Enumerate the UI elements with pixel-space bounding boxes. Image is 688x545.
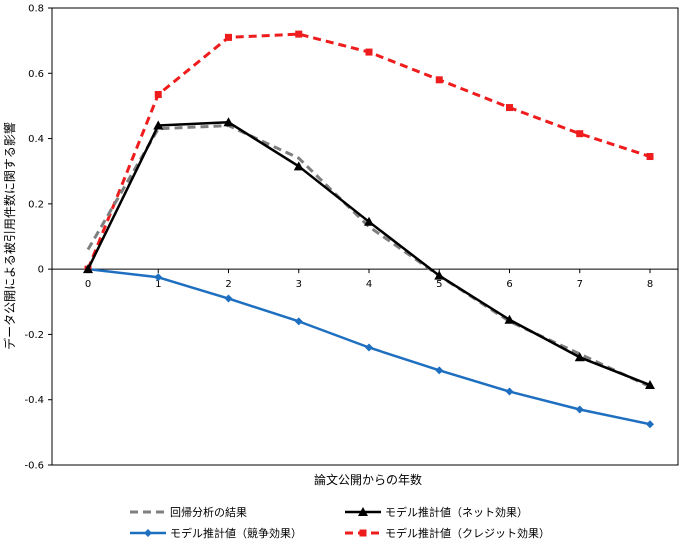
data-point-net-effect	[434, 270, 445, 280]
plot-area-border	[51, 7, 679, 466]
y-tick-label: 0.8	[28, 4, 44, 15]
legend-label: モデル推計値（ネット効果）	[385, 505, 528, 519]
y-tick-label: -0.2	[24, 330, 44, 341]
data-point-competition-effect	[435, 366, 444, 375]
series-net-effect	[83, 117, 655, 390]
data-point-net-effect	[83, 264, 93, 274]
x-tick-label: 3	[296, 279, 302, 290]
y-tick-label: 0.2	[28, 199, 44, 210]
x-tick-label: 6	[506, 279, 512, 290]
y-tick-label: 0.4	[28, 134, 44, 145]
data-point-credit-effect	[435, 76, 443, 84]
data-point-net-effect	[153, 120, 164, 130]
x-tick-label: 4	[366, 279, 372, 290]
data-point-net-effect	[504, 314, 515, 324]
x-tick-label: 1	[155, 279, 161, 290]
data-point-competition-effect	[294, 317, 303, 326]
data-point-competition-effect	[365, 343, 373, 352]
series-line-regression-result	[86, 124, 651, 389]
data-point-competition-effect	[224, 294, 233, 303]
legend-swatch-marker	[359, 529, 367, 537]
data-point-credit-effect	[295, 30, 303, 38]
series-line-credit-effect	[86, 32, 651, 270]
x-tick-label: 2	[225, 279, 231, 290]
legend-swatch-marker	[358, 507, 368, 516]
data-point-credit-effect	[576, 130, 584, 138]
legend-item-regression-result: 回帰分析の結果	[130, 505, 247, 519]
data-point-credit-effect	[506, 104, 513, 112]
legend: 回帰分析の結果 モデル推計値（ネット効果） モデル推計値（競争効果） モデル推計値（ク…	[130, 505, 550, 540]
data-point-net-effect	[293, 161, 304, 171]
data-point-competition-effect	[154, 273, 163, 282]
data-point-competition-effect	[646, 420, 654, 429]
data-point-credit-effect	[225, 33, 232, 41]
y-axis-title: データ公開による被引用件数に関する影響	[2, 122, 17, 350]
data-point-net-effect	[645, 380, 655, 390]
y-tick-label: -0.4	[24, 395, 44, 406]
x-tick-label: 5	[436, 279, 442, 290]
data-point-credit-effect	[646, 153, 654, 161]
series-regression-result	[86, 124, 651, 389]
data-point-competition-effect	[505, 387, 514, 396]
y-tick-label: 0	[38, 265, 44, 276]
data-point-net-effect	[574, 352, 585, 362]
data-point-credit-effect	[365, 48, 373, 56]
x-tick-label: 7	[577, 279, 583, 290]
y-tick-label: 0.6	[28, 69, 44, 80]
data-point-competition-effect	[575, 405, 584, 414]
legend-swatch-marker	[144, 529, 152, 537]
x-tick-label: 0	[85, 279, 91, 290]
legend-item-competition-effect: モデル推計値（競争効果）	[130, 526, 302, 540]
y-tick-label: -0.6	[24, 461, 44, 472]
series-credit-effect	[84, 30, 654, 273]
data-point-credit-effect	[154, 91, 162, 99]
legend-label: モデル推計値（競争効果）	[170, 526, 302, 540]
data-point-net-effect	[364, 216, 374, 226]
legend-label: 回帰分析の結果	[170, 505, 247, 519]
legend-item-net-effect: モデル推計値（ネット効果）	[345, 505, 528, 519]
series-competition-effect	[84, 265, 654, 429]
x-tick-label: 8	[647, 279, 653, 290]
legend-label: モデル推計値（クレジット効果）	[385, 526, 550, 540]
x-axis-title: 論文公開からの年数	[314, 472, 422, 487]
legend-item-credit-effect: モデル推計値（クレジット効果）	[345, 526, 550, 540]
data-point-net-effect	[223, 117, 234, 127]
